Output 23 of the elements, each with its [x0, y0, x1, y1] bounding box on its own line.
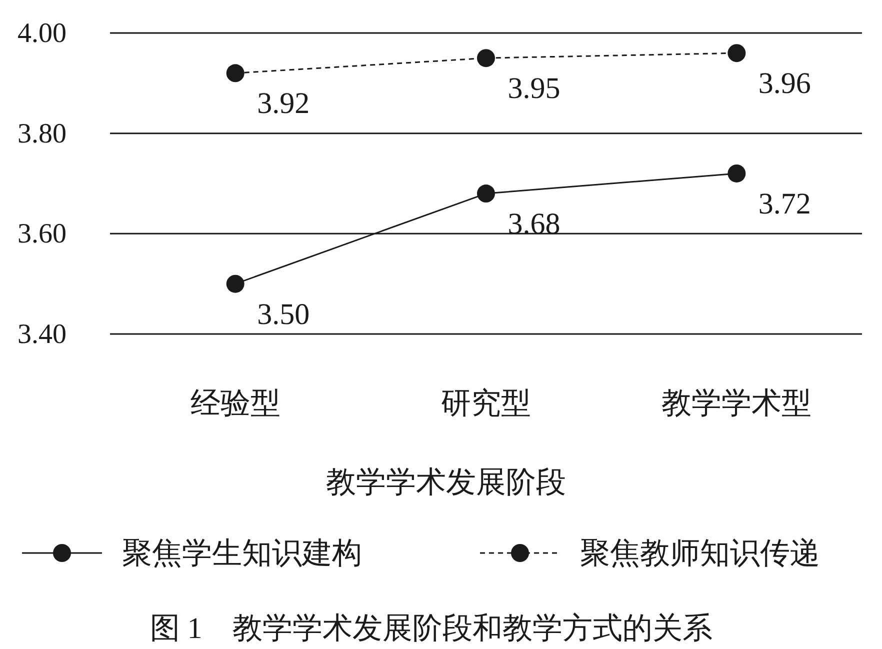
point [477, 184, 495, 203]
y-tick-label: 3.40 [18, 319, 66, 350]
x-axis-title: 教学学术发展阶段 [326, 466, 566, 499]
point [728, 164, 746, 182]
data-label: 3.95 [508, 72, 560, 106]
x-tick-label: 教学学术型 [662, 387, 812, 420]
y-tick-label: 3.80 [18, 118, 66, 150]
point [728, 44, 746, 62]
data-label: 3.68 [508, 208, 560, 241]
y-tick-label: 4.00 [18, 18, 66, 49]
point [226, 274, 244, 293]
data-label: 3.50 [257, 298, 310, 331]
x-tick-label: 研究型 [441, 387, 531, 420]
data-label: 3.92 [257, 87, 310, 120]
data-label: 3.96 [758, 67, 811, 100]
data-label: 3.72 [758, 187, 811, 220]
legend-label: 聚焦教师知识传递 [580, 537, 820, 570]
y-tick-label: 3.60 [18, 218, 66, 250]
legend-label: 聚焦学生知识建构 [122, 537, 362, 570]
point [477, 49, 495, 68]
x-tick-label: 经验型 [190, 387, 280, 420]
caption: 图 1 教学学术发展阶段和教学方式的关系 [150, 612, 712, 645]
point [226, 64, 244, 82]
